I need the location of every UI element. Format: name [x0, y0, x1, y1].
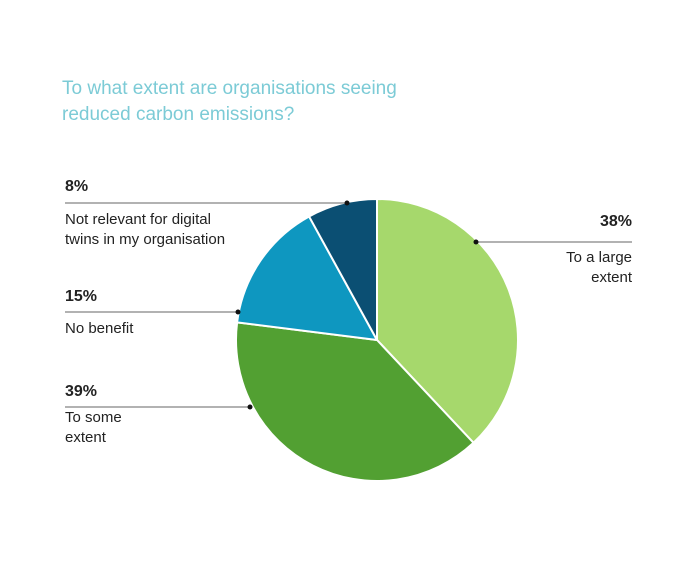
category-label: To a large extent — [566, 249, 632, 286]
pie-slice — [376, 197, 519, 445]
category-label: No benefit — [65, 320, 134, 337]
leader-dot — [473, 239, 479, 245]
value-label: 15% — [65, 288, 98, 305]
leader-dot — [235, 309, 241, 315]
category-label: To some extent — [65, 409, 122, 446]
chart-title: To what extent are organisations seeing … — [62, 78, 397, 125]
category-label: Not relevant for digital twins in my org… — [65, 211, 226, 248]
value-label: 8% — [65, 178, 89, 195]
value-label: 38% — [599, 213, 632, 230]
leader-dot — [247, 404, 253, 410]
leader-dot — [344, 200, 350, 206]
pie-slice — [307, 197, 378, 341]
value-label: 39% — [65, 383, 98, 400]
pie-slice — [235, 321, 475, 482]
